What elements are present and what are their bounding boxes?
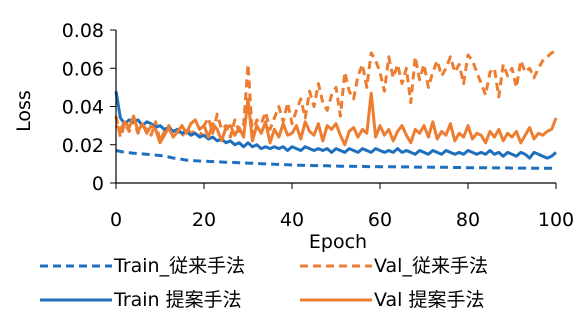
y-tick-label: 0.04 <box>62 97 104 119</box>
x-tick-label: 100 <box>538 209 574 231</box>
series-line-2 <box>114 49 557 143</box>
tick-labels: 0 0.02 0.04 0.06 0.08 0 20 40 60 80 100 <box>62 20 574 231</box>
series-line-3 <box>114 90 557 160</box>
legend-label: Train_従来手法 <box>113 255 245 277</box>
series-line-4 <box>115 91 558 147</box>
x-tick-label: 40 <box>280 209 304 231</box>
y-axis-title: Loss <box>13 90 35 132</box>
series-line-1 <box>115 149 557 170</box>
y-tick-label: 0.08 <box>62 20 104 42</box>
x-axis-title: Epoch <box>309 231 367 253</box>
x-tick-label: 60 <box>368 209 392 231</box>
legend-label: Train 提案手法 <box>113 289 242 311</box>
legend-label: Val 提案手法 <box>374 289 484 311</box>
y-tick-label: 0.02 <box>62 135 104 157</box>
x-tick-label: 20 <box>192 209 216 231</box>
legend-label: Val_従来手法 <box>374 255 488 277</box>
x-tick-label: 80 <box>456 209 480 231</box>
axes <box>110 29 557 189</box>
y-tick-label: 0.06 <box>62 58 104 80</box>
x-tick-label: 0 <box>110 209 122 231</box>
legend: Train_従来手法 Val_従来手法 Train 提案手法 Val 提案手法 <box>40 255 488 311</box>
series-lines <box>114 49 558 170</box>
y-tick-label: 0 <box>92 173 104 195</box>
